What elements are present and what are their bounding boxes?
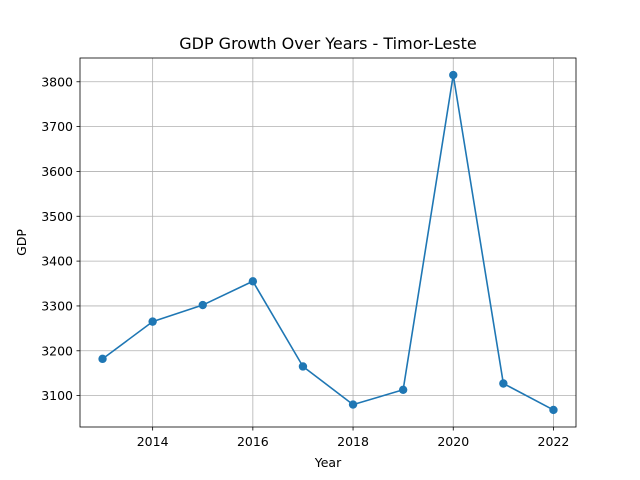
x-tick-label: 2014 — [137, 434, 169, 449]
y-tick-label: 3400 — [41, 254, 73, 269]
x-tick-label: 2020 — [437, 434, 469, 449]
x-tick-label: 2018 — [337, 434, 369, 449]
x-axis-label: Year — [314, 455, 342, 470]
y-axis: 3100 3200 3300 3400 3500 3600 3700 3800 — [41, 74, 80, 403]
data-point — [98, 354, 107, 364]
axes-frame — [79, 57, 577, 428]
y-tick-label: 3100 — [41, 388, 73, 403]
y-tick-label: 3300 — [41, 298, 73, 313]
series-layer — [98, 70, 558, 415]
series-line — [102, 74, 554, 411]
plot-background — [80, 58, 576, 427]
data-point — [248, 277, 258, 286]
x-axis: 2014 2016 2018 2020 2022 — [137, 427, 570, 449]
data-point — [148, 317, 157, 326]
data-point — [348, 400, 358, 409]
x-tick-label: 2022 — [538, 434, 570, 449]
y-tick-label: 3200 — [41, 343, 73, 358]
plot-area — [79, 57, 577, 428]
y-axis-label: GDP — [14, 229, 29, 256]
data-point — [549, 405, 558, 415]
data-point — [499, 379, 508, 388]
data-point — [449, 70, 458, 80]
y-tick-label: 3800 — [41, 74, 73, 89]
x-tick-label: 2016 — [237, 434, 269, 449]
grid-layer — [80, 58, 576, 427]
data-point — [298, 362, 308, 371]
y-tick-label: 3500 — [41, 209, 73, 224]
y-tick-label: 3600 — [41, 164, 73, 179]
chart-title: GDP Growth Over Years - Timor-Leste — [179, 34, 477, 53]
y-tick-label: 3700 — [41, 119, 73, 134]
data-point — [398, 385, 408, 394]
data-point — [198, 300, 207, 310]
